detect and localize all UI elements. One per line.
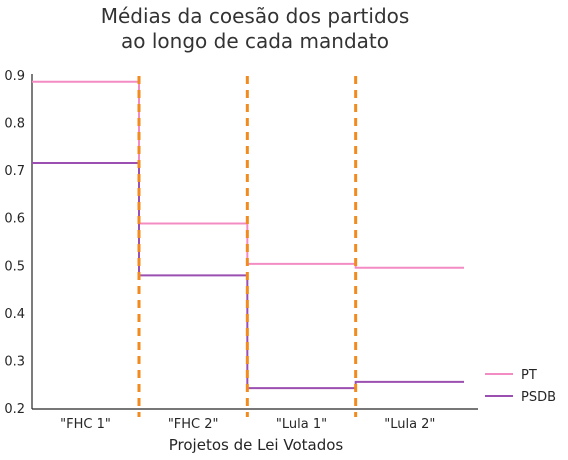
chart-title-line-2: ao longo de cada mandato (121, 29, 389, 53)
y-tick-label: 0.3 (4, 354, 25, 369)
y-tick-label: 0.7 (4, 164, 25, 179)
y-tick-label: 0.2 (4, 402, 25, 417)
legend-label-psdb: PSDB (521, 390, 556, 405)
legend-label-pt: PT (521, 368, 537, 383)
y-tick-label: 0.4 (4, 307, 25, 322)
x-tick-label: "FHC 1" (60, 417, 111, 432)
y-tick-label: 0.9 (4, 69, 25, 84)
x-tick-label: "Lula 2" (384, 417, 435, 432)
plot-area: 0.2 0.3 0.4 0.5 0.6 0.7 0.8 0.9 "FHC 1" "FHC 2" "L… (4, 69, 478, 432)
y-tick-label: 0.8 (4, 117, 25, 132)
x-tick-label: "FHC 2" (168, 417, 219, 432)
x-tick-label: "Lula 1" (276, 417, 327, 432)
y-tick-label: 0.6 (4, 212, 25, 227)
chart-title-line-1: Médias da coesão dos partidos (101, 4, 410, 28)
y-tick-label: 0.5 (4, 259, 25, 274)
x-axis-label: Projetos de Lei Votados (169, 436, 344, 454)
legend: PT PSDB (485, 368, 556, 405)
